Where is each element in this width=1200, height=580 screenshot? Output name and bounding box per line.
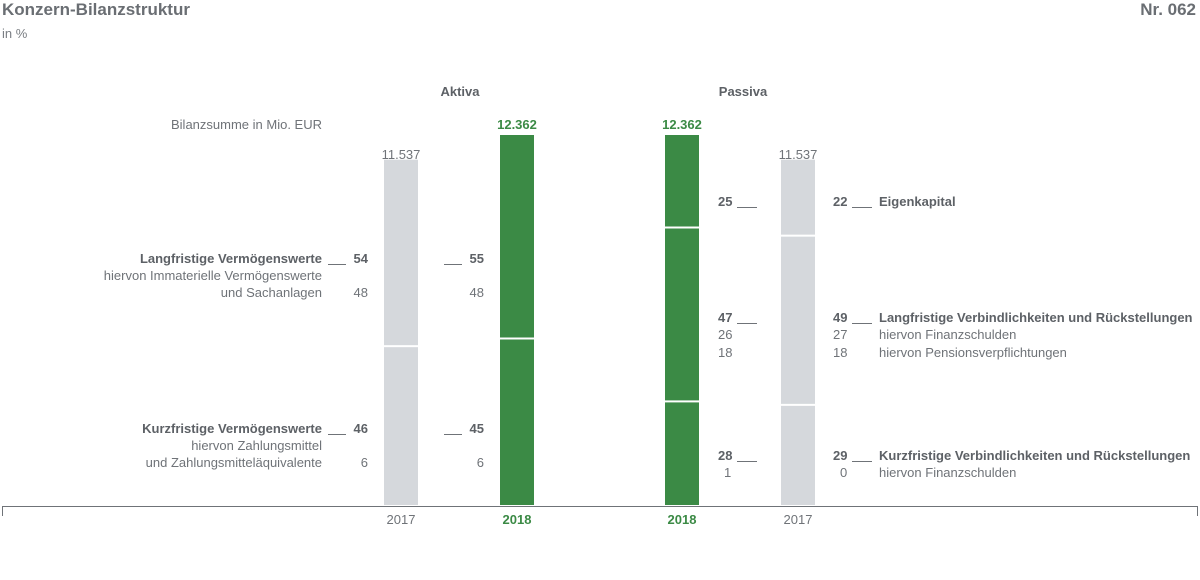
bilanzsumme-label: Bilanzsumme in Mio. EUR [171,117,322,132]
bar-divider [665,226,699,229]
passiva-short-term-sub1-value-2018: 1 [724,465,732,480]
aktiva-short-term-sub-value-2017: 6 [360,455,368,470]
total-passiva-2018: 12.362 [662,117,702,132]
aktiva-long-term-sub1: hiervon Immaterielle Vermögenswerte [103,268,322,283]
passiva-equity-leader-2017 [852,207,872,208]
bar-divider [781,403,815,406]
passiva-short-term-leader-2018 [737,461,757,462]
passiva-long-term-sub2-value-2017: 18 [833,345,848,360]
aktiva-long-term-leader-2018 [444,264,462,265]
passiva-short-term-value-2017: 29 [833,448,848,463]
bar-passiva-2018-segment-2 [665,401,699,505]
bar-aktiva-2017-segment-1 [384,346,418,505]
passiva-equity-label: Eigenkapital [879,194,956,209]
passiva-long-term-sub1-label: hiervon Finanzschulden [879,327,1017,342]
total-aktiva-2018: 12.362 [497,117,537,132]
aktiva-long-term-value-2018: 55 [469,251,484,266]
bar-passiva-2017-segment-1 [781,235,815,405]
chart-subtitle: in % [2,26,28,41]
aktiva-long-term-value-2017: 54 [353,251,368,266]
passiva-short-term-value-2018: 28 [718,448,733,463]
passiva-header: Passiva [718,84,768,99]
passiva-short-term-sub1-label: hiervon Finanzschulden [879,465,1017,480]
bar-aktiva-2018-segment-0 [500,135,534,339]
bar-divider [665,400,699,403]
total-aktiva-2017: 11.537 [381,147,421,162]
passiva-long-term-sub2-value-2018: 18 [718,345,733,360]
year-label-aktiva-2017: 2017 [386,512,416,527]
passiva-long-term-value-2017: 49 [833,310,848,325]
baseline [2,506,1198,507]
aktiva-short-term-value-2017: 46 [353,421,368,436]
bar-divider [384,345,418,348]
passiva-short-term-label: Kurzfristige Verbindlichkeiten und Rücks… [879,448,1191,463]
bar-passiva-2018-segment-0 [665,135,699,228]
passiva-long-term-sub1-value-2017: 27 [833,327,848,342]
total-passiva-2017: 11.537 [778,147,818,162]
aktiva-short-term-value-2018: 45 [469,421,484,436]
passiva-equity-leader-2018 [737,207,757,208]
passiva-short-term-sub1-value-2017: 0 [840,465,848,480]
passiva-long-term-leader-2018 [737,323,757,324]
aktiva-short-term-sub2: und Zahlungsmitteläquivalente [145,455,322,470]
aktiva-long-term-label: Langfristige Vermögenswerte [139,251,322,266]
aktiva-long-term-leader-2017 [328,264,346,265]
year-label-passiva-2018: 2018 [667,512,697,527]
aktiva-header: Aktiva [440,84,480,99]
bar-passiva-2017-segment-0 [781,159,815,236]
passiva-long-term-leader-2017 [852,323,872,324]
passiva-equity-value-2018: 25 [718,194,733,209]
aktiva-short-term-label: Kurzfristige Vermögenswerte [142,421,322,436]
aktiva-short-term-leader-2017 [328,434,346,435]
year-label-passiva-2017: 2017 [783,512,813,527]
aktiva-short-term-leader-2018 [444,434,462,435]
bar-passiva-2018-segment-1 [665,227,699,402]
passiva-long-term-label: Langfristige Verbindlichkeiten und Rücks… [879,310,1193,325]
baseline-tick-right [1197,506,1198,516]
passiva-long-term-value-2018: 47 [718,310,733,325]
bar-aktiva-2018-segment-1 [500,338,534,505]
bar-aktiva-2017-segment-0 [384,159,418,347]
aktiva-long-term-sub2: und Sachanlagen [220,285,322,300]
aktiva-long-term-sub-value-2018: 48 [469,285,484,300]
aktiva-short-term-sub1: hiervon Zahlungsmittel [191,438,322,453]
aktiva-long-term-sub-value-2017: 48 [353,285,368,300]
bar-divider [500,337,534,340]
passiva-equity-value-2017: 22 [833,194,848,209]
baseline-tick-left [2,506,3,516]
passiva-short-term-leader-2017 [852,461,872,462]
year-label-aktiva-2018: 2018 [502,512,532,527]
bar-divider [781,234,815,237]
chart-title: Konzern-Bilanzstruktur [2,0,190,19]
passiva-long-term-sub2-label: hiervon Pensionsverpflichtungen [879,345,1067,360]
passiva-long-term-sub1-value-2018: 26 [718,327,733,342]
aktiva-short-term-sub-value-2018: 6 [476,455,484,470]
figure-number: Nr. 062 [1140,0,1196,19]
bar-passiva-2017-segment-2 [781,404,815,505]
